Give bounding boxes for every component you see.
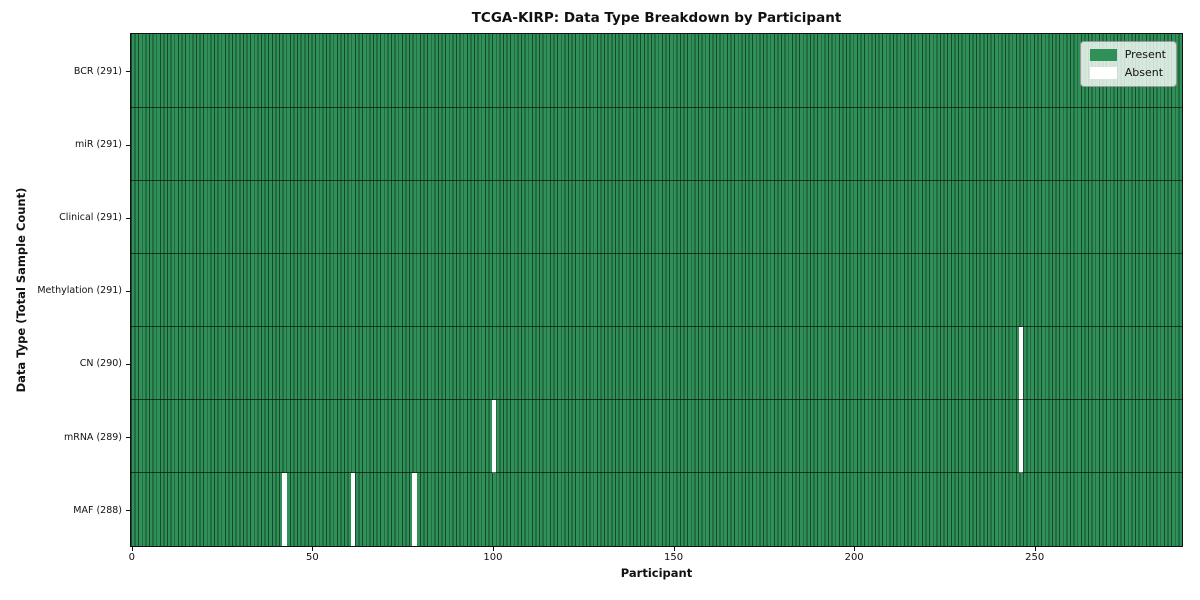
y-tick-mark xyxy=(126,437,130,439)
y-tick-label: mRNA (289) xyxy=(63,431,122,443)
row-divider xyxy=(131,179,1182,181)
x-tick-mark xyxy=(131,547,133,551)
x-tick-mark xyxy=(854,547,856,551)
y-tick-mark xyxy=(126,510,130,512)
y-tick-mark xyxy=(126,71,130,73)
absent-cell xyxy=(1019,399,1024,473)
absent-cell xyxy=(282,472,287,546)
y-tick-label: miR (291) xyxy=(74,139,122,150)
row-divider xyxy=(131,106,1182,108)
legend-label-absent: Absent xyxy=(1124,66,1164,79)
y-tick-label: CN (290) xyxy=(79,358,122,370)
y-tick-mark xyxy=(126,144,130,146)
x-tick-label: 100 xyxy=(483,552,503,563)
legend-item-absent: Absent xyxy=(1089,66,1166,79)
legend-item-present: Present xyxy=(1089,48,1166,61)
row-divider xyxy=(131,252,1182,254)
x-tick-mark xyxy=(673,547,675,551)
x-axis-label: Participant xyxy=(620,566,693,580)
y-tick-label: BCR (291) xyxy=(73,65,122,77)
x-tick-label: 50 xyxy=(306,552,319,563)
x-tick-label: 200 xyxy=(844,552,864,563)
x-tick-label: 150 xyxy=(664,552,684,563)
y-tick-label: Methylation (291) xyxy=(37,285,122,297)
heatmap-cells-layer xyxy=(131,34,1182,546)
chart-title: TCGA-KIRP: Data Type Breakdown by Partic… xyxy=(471,10,842,26)
row-divider xyxy=(131,472,1182,474)
y-tick-mark xyxy=(126,363,130,365)
x-tick-label: 250 xyxy=(1025,552,1045,563)
absent-cell xyxy=(491,399,497,473)
absent-swatch xyxy=(1089,67,1117,79)
absent-cell xyxy=(351,472,356,546)
row-divider xyxy=(131,326,1182,328)
y-tick-mark xyxy=(126,290,130,292)
legend: Present Absent xyxy=(1079,41,1177,87)
legend-label-present: Present xyxy=(1124,48,1166,61)
plot-area: Present Absent xyxy=(130,33,1183,547)
x-tick-mark xyxy=(492,547,494,551)
x-tick-label: 0 xyxy=(128,552,135,563)
absent-cell xyxy=(412,472,417,546)
y-tick-mark xyxy=(126,217,130,219)
y-tick-label: MAF (288) xyxy=(73,504,122,516)
present-swatch xyxy=(1089,49,1117,61)
row-divider xyxy=(131,399,1182,401)
absent-cell xyxy=(1019,326,1024,400)
x-tick-mark xyxy=(1034,547,1036,551)
x-tick-mark xyxy=(312,547,314,551)
y-tick-label: Clinical (291) xyxy=(59,212,122,224)
